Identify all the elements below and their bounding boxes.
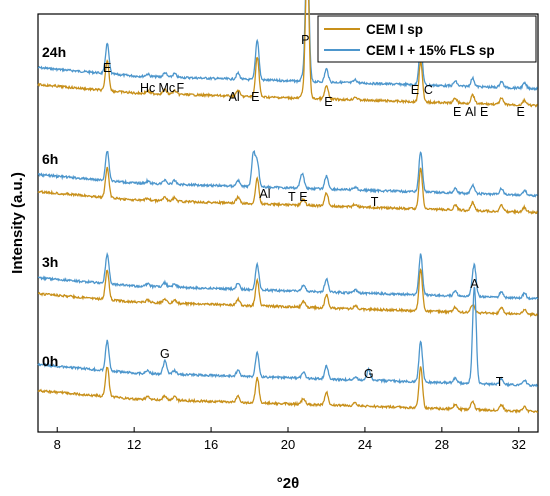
- peak-label-c: C: [424, 83, 433, 97]
- peak-label-f: F: [176, 81, 184, 95]
- peak-label-t: T: [496, 375, 504, 389]
- peak-label-e: E: [411, 83, 419, 97]
- legend-box: [317, 15, 537, 63]
- x-axis-label: °2θ: [277, 475, 299, 492]
- trace-3h-cem-i: [38, 267, 538, 318]
- time-label-6h: 6h: [42, 151, 58, 167]
- peak-label-t: T: [288, 190, 296, 204]
- trace-24h-cem-i: [37, 0, 538, 108]
- peak-label-e: E: [299, 190, 307, 204]
- time-labels: 24h 6h 3h 0h: [42, 44, 66, 369]
- peak-label-hc: Hc: [140, 81, 155, 95]
- peak-label-e: E: [453, 105, 461, 119]
- trace-0h-cem-i-fls: [37, 286, 538, 388]
- peak-label-t: T: [371, 195, 379, 209]
- time-label-24h: 24h: [42, 44, 66, 60]
- x-tick-label: 32: [512, 437, 526, 452]
- peak-label-al: Al: [229, 90, 240, 104]
- legend: CEM I sp CEM I + 15% FLS sp: [317, 15, 537, 63]
- y-axis-label: Intensity (a.u.): [9, 172, 26, 274]
- x-tick-label: 28: [435, 437, 449, 452]
- traces-layer: [37, 0, 539, 414]
- trace-24h-cem-i-fls: [37, 0, 538, 92]
- plot-frame: [37, 13, 539, 433]
- peak-label-g: G: [364, 367, 374, 381]
- x-tick-label: 20: [281, 437, 295, 452]
- x-tick-label: 16: [204, 437, 218, 452]
- peak-label-e: E: [517, 105, 525, 119]
- legend-label: CEM I + 15% FLS sp: [366, 43, 495, 58]
- peak-label-e: E: [480, 105, 488, 119]
- trace-0h-cem-i: [37, 366, 539, 414]
- peak-label-p: P: [301, 33, 309, 47]
- peak-label-mc: Mc: [159, 81, 176, 95]
- x-axis-ticks: 8 12 16 20 24 28 32: [54, 427, 526, 452]
- x-tick-label: 8: [54, 437, 61, 452]
- peak-label-e: E: [251, 90, 259, 104]
- legend-label: CEM I sp: [366, 22, 423, 37]
- x-tick-label: 24: [358, 437, 372, 452]
- peak-label-e: E: [103, 61, 111, 75]
- trace-6h-cem-i: [37, 166, 539, 215]
- peak-label-e: E: [324, 95, 332, 109]
- trace-6h-cem-i-fls: [37, 149, 538, 198]
- time-label-3h: 3h: [42, 254, 58, 270]
- peak-label-al: Al: [465, 105, 476, 119]
- trace-3h-cem-i-fls: [37, 251, 539, 301]
- time-label-0h: 0h: [42, 353, 58, 369]
- peak-label-al: Al: [259, 187, 270, 201]
- x-tick-label: 12: [127, 437, 141, 452]
- peak-label-g: G: [160, 347, 170, 361]
- peak-label-a: A: [470, 277, 479, 291]
